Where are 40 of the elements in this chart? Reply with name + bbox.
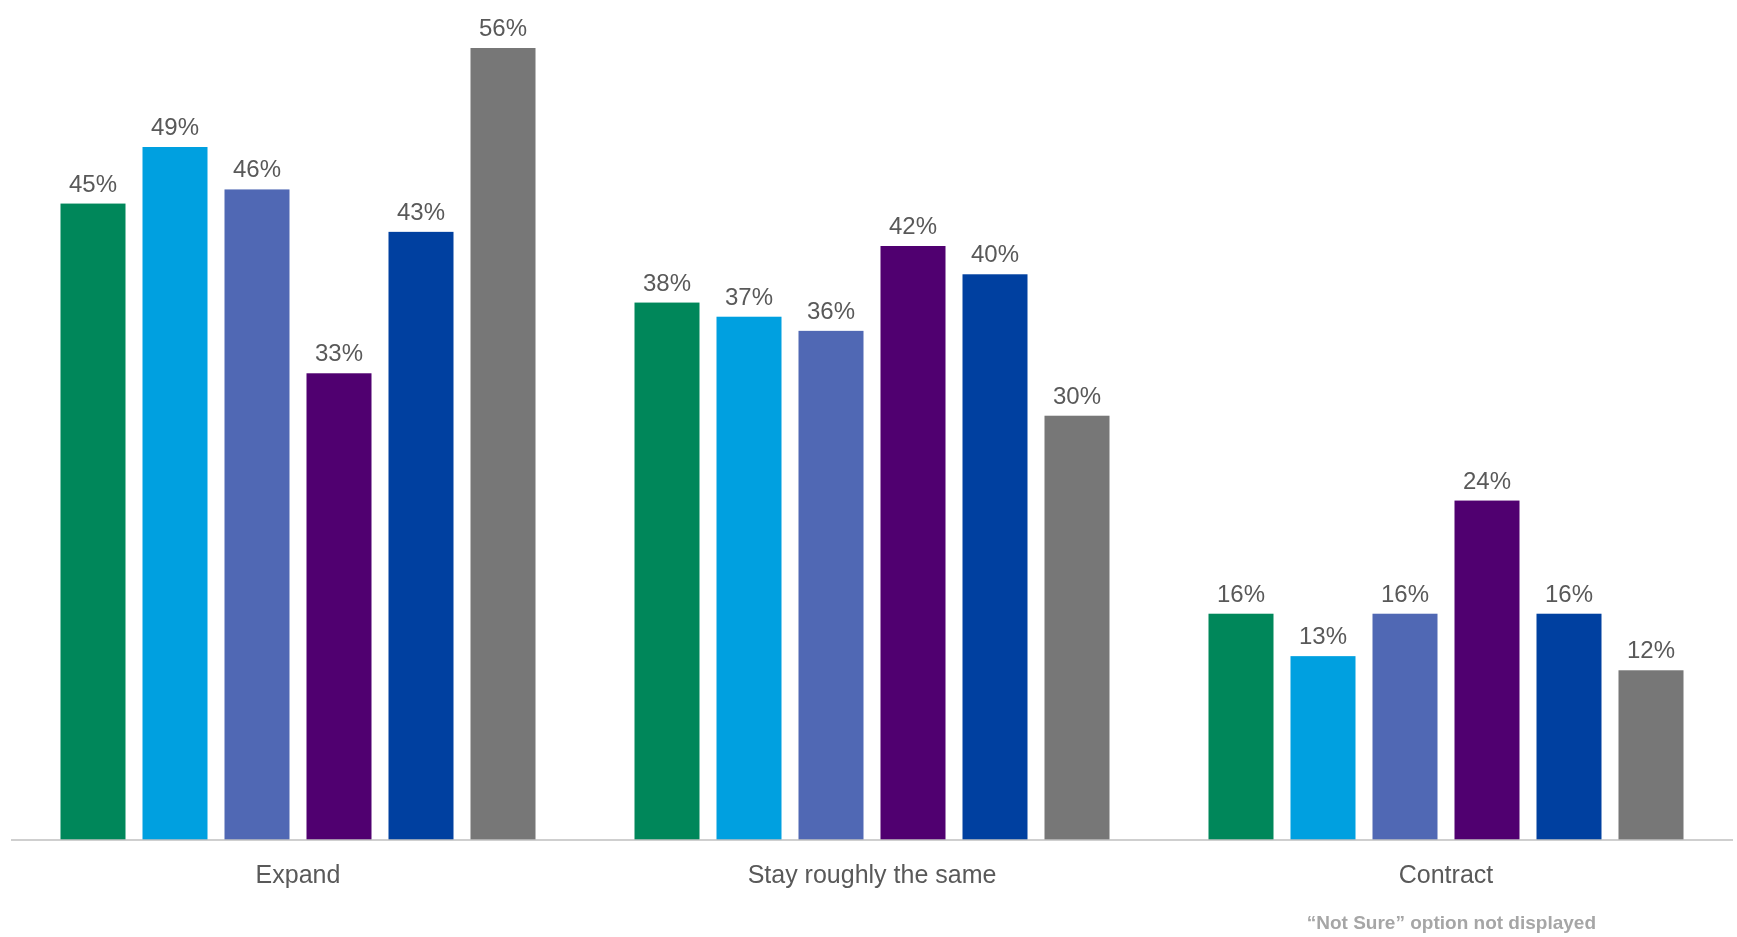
bar bbox=[634, 302, 700, 840]
bar bbox=[388, 231, 454, 840]
bar bbox=[470, 48, 536, 840]
bar bbox=[962, 274, 1028, 840]
data-label: 33% bbox=[314, 339, 364, 367]
data-label: 42% bbox=[888, 212, 938, 239]
data-label: 12% bbox=[1626, 636, 1676, 664]
bar bbox=[1618, 670, 1684, 840]
data-label: 45% bbox=[68, 169, 118, 197]
data-label: 24% bbox=[1462, 466, 1512, 494]
data-label: 30% bbox=[1052, 381, 1102, 409]
bar bbox=[1044, 415, 1110, 840]
x-tick-label: Contract bbox=[1398, 860, 1494, 888]
data-label: 13% bbox=[1298, 622, 1348, 650]
data-label: 16% bbox=[1544, 579, 1594, 607]
bar bbox=[60, 203, 126, 840]
bar bbox=[306, 373, 372, 840]
bar bbox=[798, 330, 864, 840]
data-label: 36% bbox=[806, 296, 856, 324]
x-tick-label: Expand bbox=[255, 860, 341, 888]
data-label: 16% bbox=[1380, 579, 1430, 607]
bar bbox=[880, 246, 946, 840]
x-tick-label: Stay roughly the same bbox=[747, 860, 997, 888]
data-label: 49% bbox=[150, 113, 200, 140]
bar bbox=[1536, 613, 1602, 840]
data-label: 46% bbox=[232, 155, 282, 183]
data-label: 38% bbox=[642, 268, 692, 296]
bar bbox=[1454, 500, 1520, 840]
data-label: 37% bbox=[724, 282, 774, 310]
bar bbox=[1372, 613, 1438, 840]
bar bbox=[224, 189, 290, 840]
bar bbox=[716, 316, 782, 840]
text: “Not Sure” option not displayed bbox=[1306, 912, 1596, 933]
bar bbox=[1290, 656, 1356, 840]
bar bbox=[142, 147, 208, 840]
data-label: 43% bbox=[396, 197, 446, 225]
data-label: 56% bbox=[478, 14, 528, 41]
data-label: 16% bbox=[1216, 579, 1266, 607]
bar bbox=[1208, 613, 1274, 840]
data-label: 40% bbox=[970, 240, 1020, 268]
